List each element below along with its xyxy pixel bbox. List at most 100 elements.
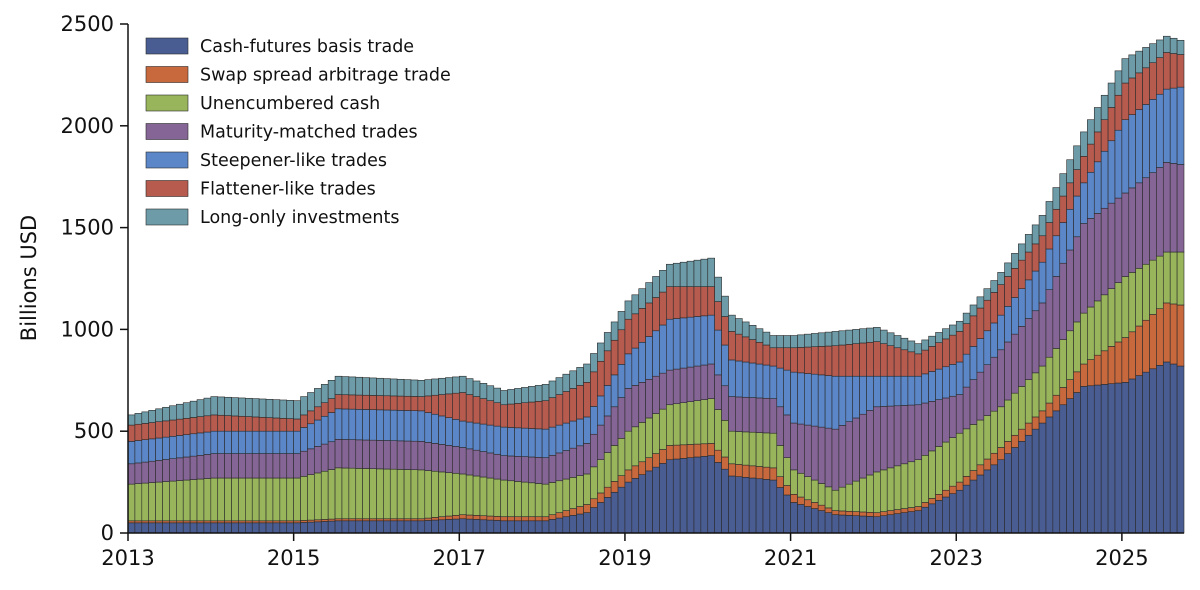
bar-segment <box>238 522 246 534</box>
bar-segment <box>1059 262 1067 340</box>
bar-segment <box>1093 161 1102 214</box>
bar-segment <box>500 520 508 534</box>
bar-segment <box>362 394 370 410</box>
bar-segment <box>1018 441 1026 534</box>
bar-segment <box>776 347 784 369</box>
bar-segment <box>603 497 612 534</box>
bar-segment <box>431 519 439 534</box>
bar-segment <box>1073 145 1081 170</box>
bar-segment <box>286 430 294 454</box>
bar-segment <box>307 519 315 523</box>
bar-segment <box>251 453 260 479</box>
bar-segment <box>590 371 598 407</box>
bar-segment <box>1100 294 1109 352</box>
bar-segment <box>1066 208 1074 251</box>
bar-segment <box>859 342 867 377</box>
bar-segment <box>1100 350 1109 385</box>
bar-segment <box>272 522 281 534</box>
bar-segment <box>845 329 853 345</box>
bar-segment <box>528 428 536 458</box>
bar-segment <box>735 396 743 432</box>
bar-segment <box>341 376 350 396</box>
bar-segment <box>1135 375 1143 534</box>
bar-segment <box>320 415 329 445</box>
bar-segment <box>245 416 253 432</box>
bar-segment <box>921 402 929 456</box>
bar-segment <box>376 518 384 522</box>
bar-segment <box>548 426 557 456</box>
bar-segment <box>997 406 1005 448</box>
bar-segment <box>783 494 791 534</box>
bar-segment <box>1004 306 1012 343</box>
bar-segment <box>886 405 895 469</box>
bar-segment <box>320 384 329 403</box>
bar-segment <box>735 333 743 362</box>
bar-segment <box>355 520 363 534</box>
bar-segment <box>265 417 274 432</box>
bar-segment <box>396 395 405 411</box>
bar-segment <box>148 460 156 483</box>
bar-segment <box>1169 37 1178 54</box>
bar-segment <box>189 455 198 480</box>
bar-segment <box>880 375 888 407</box>
bar-segment <box>797 372 805 425</box>
bar-segment <box>735 360 743 398</box>
bar-segment <box>921 373 929 404</box>
bar-segment <box>203 454 212 479</box>
bar-segment <box>438 415 446 445</box>
bar-segment <box>210 396 219 416</box>
bar-segment <box>362 409 370 441</box>
bar-segment <box>507 455 515 482</box>
bar-segment <box>258 522 267 534</box>
bar-segment <box>776 406 784 446</box>
bar-segment <box>320 402 329 417</box>
bar-segment <box>217 396 225 416</box>
bar-segment <box>279 430 288 454</box>
bar-segment <box>1114 129 1123 199</box>
bar-segment <box>562 516 571 534</box>
bar-segment <box>783 369 791 416</box>
bar-segment <box>458 514 467 520</box>
bar-segment <box>486 385 495 401</box>
bar-segment <box>258 477 267 522</box>
bar-segment <box>486 452 495 479</box>
y-ticks-group: 0 500 1000 1500 2000 2500 <box>61 12 128 545</box>
bar-segment <box>997 272 1005 285</box>
bar-segment <box>534 520 543 534</box>
bar-segment <box>410 518 419 522</box>
bar-segment <box>880 515 888 534</box>
bar-segment <box>472 515 481 520</box>
bar-segment <box>1162 162 1171 253</box>
bar-segment <box>383 520 391 534</box>
bar-segment <box>134 522 143 534</box>
bar-segment <box>597 360 605 397</box>
bar-segment <box>721 468 729 534</box>
bar-segment <box>534 483 543 518</box>
bar-segment <box>707 443 715 456</box>
bar-segment <box>652 413 660 454</box>
bar-segment <box>555 377 564 395</box>
bar-segment <box>1031 428 1040 534</box>
bar-segment <box>976 338 985 373</box>
bar-segment <box>341 520 350 534</box>
bar-segment <box>783 485 791 496</box>
bar-segment <box>1011 447 1019 534</box>
bar-segment <box>555 517 564 534</box>
bar-segment <box>610 339 619 376</box>
bar-segment <box>479 383 488 399</box>
bar-segment <box>638 461 646 475</box>
bar-segment <box>983 299 992 332</box>
bar-segment <box>396 440 405 470</box>
bar-segment <box>265 398 274 418</box>
bar-segment <box>1066 330 1074 380</box>
bar-segment <box>493 387 501 403</box>
bar-segment <box>465 421 474 450</box>
bar-segment <box>776 367 784 408</box>
bar-segment <box>914 343 923 355</box>
bar-segment <box>348 408 357 440</box>
bar-segment <box>300 476 308 521</box>
bar-segment <box>562 422 571 451</box>
bar-segment <box>534 457 543 484</box>
bar-segment <box>672 368 681 405</box>
bar-segment <box>714 409 722 451</box>
